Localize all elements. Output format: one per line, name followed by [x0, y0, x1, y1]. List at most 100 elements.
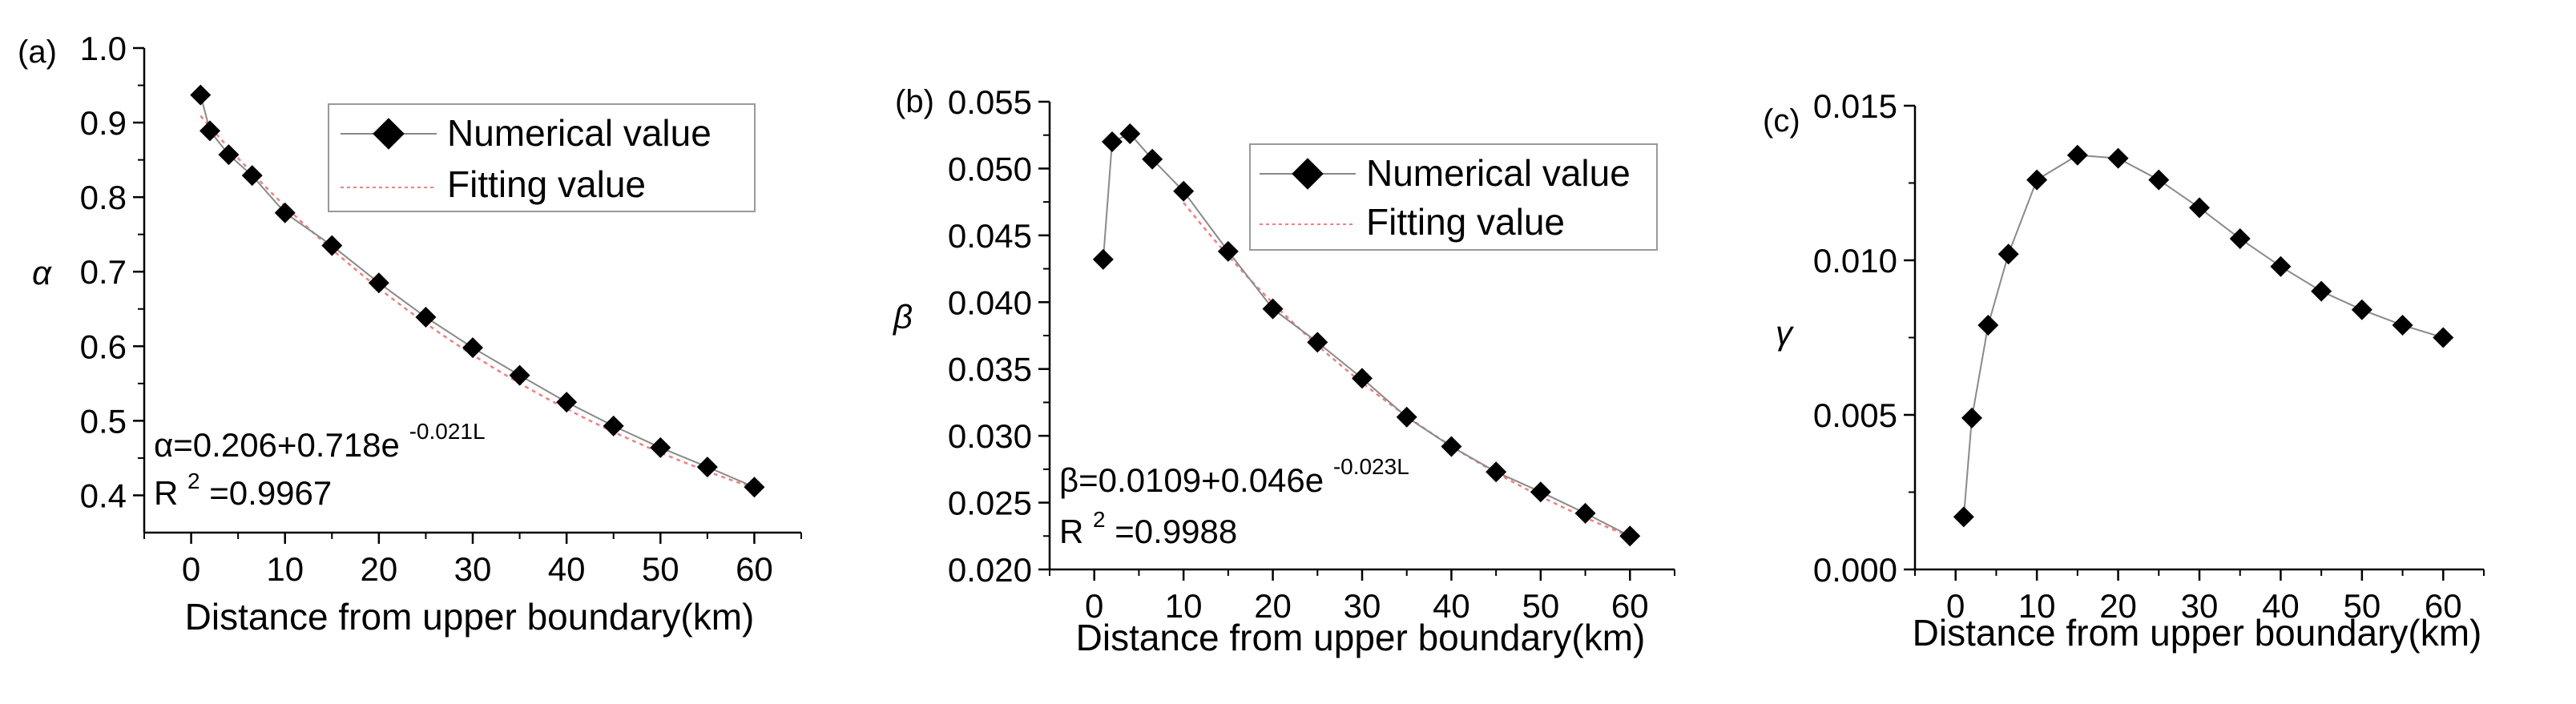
data-point-marker [2351, 299, 2372, 320]
x-tick-label: 40 [2262, 587, 2300, 625]
data-point-marker [1953, 506, 1974, 528]
data-point-marker [190, 84, 212, 106]
panel-a: 0 10 20 30 40 50 60 0.4 0.5 0.6 0.7 0.8 0.9 1.0 (a) α… [18, 30, 802, 638]
data-point-marker [1092, 248, 1114, 270]
fit-equation-exponent: -0.021L [409, 419, 486, 444]
data-point-marker [368, 272, 389, 294]
panel-b: 0 10 20 30 40 50 60 0.020 0.025 0.030 0.035 0.040 0.… [892, 83, 1675, 658]
y-tick-label: 0.015 [1813, 87, 1897, 125]
x-axis-label: Distance from upper boundary(km) [185, 596, 755, 638]
r-squared-exponent: 2 [187, 469, 200, 493]
y-tick-label: 1.0 [80, 30, 127, 67]
data-point-marker [1396, 406, 1417, 428]
y-axis-label: β [892, 298, 913, 336]
r-squared-r: R [154, 474, 178, 512]
data-point-marker [2189, 197, 2210, 219]
y-tick-label: 0.005 [1813, 396, 1897, 434]
x-tick-label: 50 [1522, 587, 1559, 625]
y-tick-label: 0.040 [948, 284, 1032, 321]
data-point-marker [1619, 525, 1641, 547]
r-squared-exponent: 2 [1093, 507, 1106, 532]
data-point-marker [2270, 255, 2292, 277]
r-squared: R 2 =0.9988 [1059, 497, 1237, 550]
data-point-marker [2433, 327, 2454, 348]
x-tick-label: 20 [360, 550, 397, 588]
y-tick-label: 0.000 [1813, 551, 1897, 589]
y-tick-label: 0.4 [80, 477, 127, 514]
y-tick-label: 0.7 [80, 253, 127, 291]
x-tick-label: 0 [1085, 587, 1103, 625]
data-point-marker [1102, 131, 1123, 153]
y-tick-label: 0.6 [80, 328, 127, 365]
data-point-marker [509, 364, 530, 386]
x-tick-label: 60 [736, 550, 773, 588]
x-tick-label: 60 [1611, 587, 1649, 625]
r-squared: R 2 =0.9967 [154, 458, 332, 512]
data-point-marker [556, 392, 578, 413]
data-point-marker [1262, 298, 1284, 320]
data-point-marker [1998, 243, 2019, 265]
y-tick-label: 0.035 [948, 351, 1032, 388]
x-tick-label: 20 [2099, 587, 2137, 625]
x-axis-label: Distance from upper boundary(km) [1913, 612, 2482, 654]
axes: 0 10 20 30 40 50 60 0.4 0.5 0.6 0.7 0.8 0.9 1.0 [80, 30, 802, 588]
x-tick-label: 10 [2018, 587, 2056, 625]
fit-equation: β=0.0109+0.046e -0.023L [1059, 454, 1409, 499]
data-point-marker [462, 337, 483, 359]
data-point-marker [415, 307, 437, 328]
data-point-marker [2392, 315, 2413, 336]
x-tick-label: 10 [1165, 587, 1203, 625]
panel-label: (b) [895, 84, 934, 119]
fit-equation-main: α=0.206+0.718e [154, 426, 400, 464]
y-tick-label: 0.010 [1813, 242, 1897, 280]
r-squared-value: =0.9988 [1115, 513, 1237, 550]
y-tick-label: 0.045 [948, 217, 1032, 255]
data-point-marker [1486, 461, 1507, 483]
y-tick-label: 0.020 [948, 551, 1032, 589]
y-tick-label: 0.9 [80, 104, 127, 142]
data-point-marker [2311, 280, 2332, 302]
data-point-marker [1352, 368, 1373, 389]
y-tick-label: 0.055 [948, 83, 1032, 121]
fit-equation-main: β=0.0109+0.046e [1059, 461, 1324, 499]
fit-equation: α=0.206+0.718e -0.021L [154, 419, 486, 464]
data-point-marker [1142, 148, 1163, 170]
x-axis-label: Distance from upper boundary(km) [1076, 617, 1646, 658]
legend: Numerical value Fitting value [1249, 143, 1658, 251]
x-tick-label: 20 [1254, 587, 1292, 625]
data-point-marker [1961, 407, 1982, 428]
y-tick-label: 0.030 [948, 417, 1032, 455]
x-tick-label: 30 [454, 550, 492, 588]
legend-label-numerical: Numerical value [1366, 152, 1631, 194]
data-point-marker [603, 415, 624, 436]
data-point-marker [1119, 123, 1141, 145]
data-point-marker [2107, 147, 2129, 169]
x-tick-label: 60 [2425, 587, 2462, 625]
x-tick-label: 10 [266, 550, 304, 588]
data-point-marker [200, 120, 220, 142]
axes: 0 10 20 30 40 50 60 0.000 0.005 0.010 0.015 [1813, 87, 2485, 625]
data-point-marker [321, 235, 343, 256]
data-point-marker [1441, 436, 1462, 457]
data-point-marker [218, 144, 240, 166]
data-point-marker [241, 165, 263, 187]
x-tick-label: 40 [1433, 587, 1470, 625]
data-point-marker [650, 436, 671, 458]
data-point-marker [2229, 227, 2251, 249]
data-point-marker [1217, 240, 1239, 262]
data-point-marker [1173, 180, 1195, 202]
x-tick-label: 0 [182, 550, 200, 588]
panel-label: (c) [1763, 103, 1800, 139]
data-point-marker [744, 477, 765, 498]
y-tick-label: 0.050 [948, 150, 1032, 187]
x-tick-label: 50 [2343, 587, 2380, 625]
r-squared-value: =0.9967 [209, 474, 332, 512]
legend: Numerical value Fitting value [328, 103, 756, 212]
x-tick-label: 50 [642, 550, 679, 588]
y-axis-label: γ [1776, 314, 1794, 352]
legend-marker-numerical [373, 118, 405, 150]
legend-box [1249, 143, 1658, 251]
panel-label: (a) [18, 34, 57, 70]
